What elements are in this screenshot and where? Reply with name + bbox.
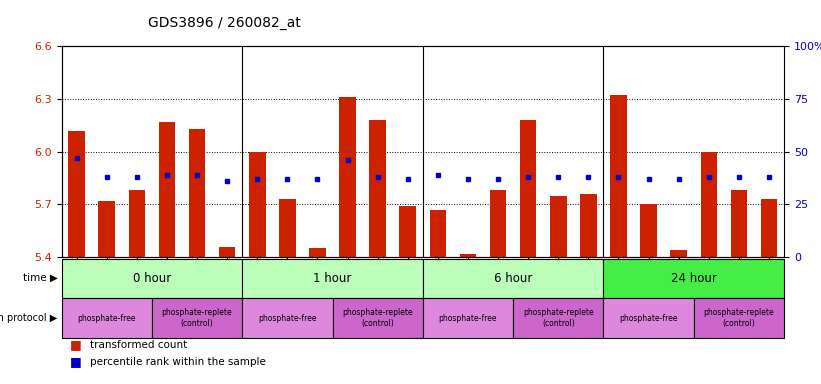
Text: phosphate-free: phosphate-free [438,314,498,323]
Text: phosphate-replete
(control): phosphate-replete (control) [523,308,594,328]
Text: 1 hour: 1 hour [314,272,351,285]
Text: 0 hour: 0 hour [133,272,171,285]
Bar [603,259,784,298]
Bar [249,152,265,257]
Bar [62,259,242,298]
Bar [700,152,717,257]
Text: phosphate-replete
(control): phosphate-replete (control) [342,308,413,328]
Text: phosphate-free: phosphate-free [619,314,678,323]
Text: ■: ■ [70,339,81,351]
Bar [490,190,507,257]
Text: 24 hour: 24 hour [671,272,717,285]
Text: growth protocol ▶: growth protocol ▶ [0,313,57,323]
Bar [62,298,152,338]
Bar [99,201,115,257]
Text: GDS3896 / 260082_at: GDS3896 / 260082_at [148,16,300,30]
Bar [339,97,355,257]
Text: 6 hour: 6 hour [494,272,532,285]
Bar [731,190,747,257]
Bar [333,298,423,338]
Bar [158,122,175,257]
Bar [423,259,603,298]
Bar [242,298,333,338]
Bar [520,120,536,257]
Bar [640,204,657,257]
Bar [429,210,446,257]
Bar [761,199,777,257]
Bar [189,129,205,257]
Bar [279,199,296,257]
Text: phosphate-free: phosphate-free [258,314,317,323]
Text: phosphate-replete
(control): phosphate-replete (control) [162,308,232,328]
Bar [152,298,242,338]
Bar [242,259,423,298]
Bar [310,248,326,257]
Bar [460,254,476,257]
Bar [400,206,416,257]
Bar [580,194,597,257]
Bar [129,190,145,257]
Bar [671,250,687,257]
Text: percentile rank within the sample: percentile rank within the sample [90,357,266,367]
Bar [550,196,566,257]
Bar [423,298,513,338]
Bar [603,298,694,338]
Text: ■: ■ [70,356,81,368]
Bar [513,298,603,338]
Bar [369,120,386,257]
Bar [694,298,784,338]
Text: phosphate-free: phosphate-free [77,314,136,323]
Bar [68,131,85,257]
Text: phosphate-replete
(control): phosphate-replete (control) [704,308,774,328]
Text: transformed count: transformed count [90,340,187,350]
Bar [610,95,626,257]
Bar [219,247,236,257]
Text: time ▶: time ▶ [23,272,57,283]
